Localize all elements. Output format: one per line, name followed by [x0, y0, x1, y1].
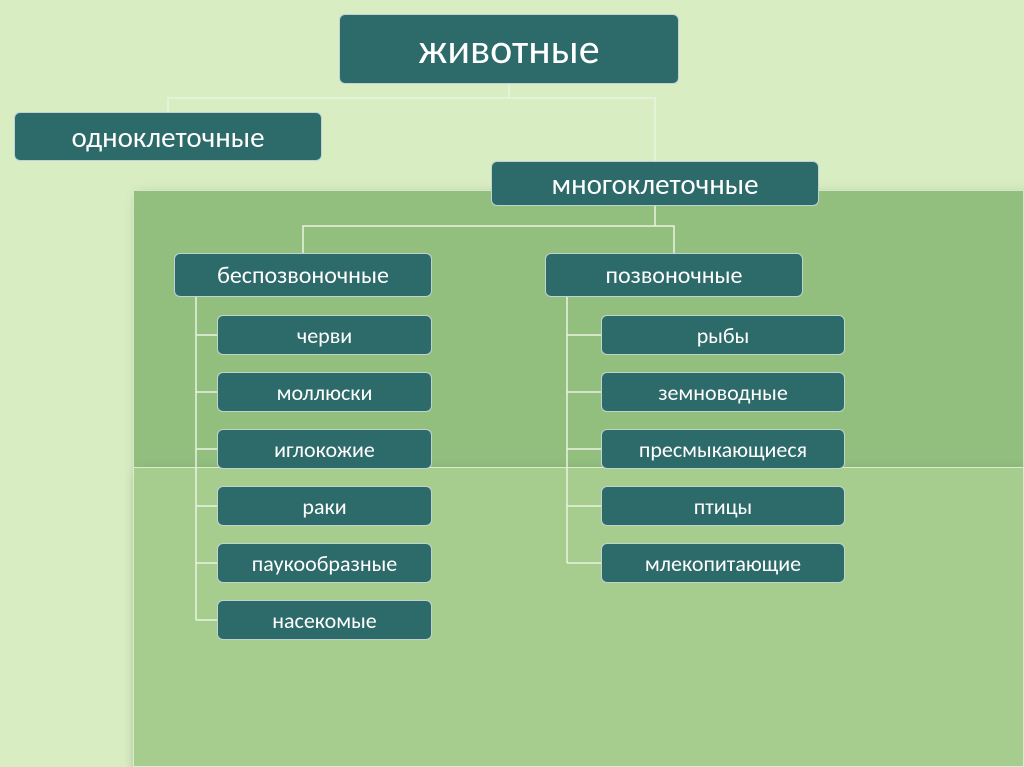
node-invertebrates: беспозвоночные: [174, 253, 432, 297]
node-vertebrates: позвоночные: [545, 253, 803, 297]
node-mammals: млекопитающие: [601, 543, 845, 583]
node-multicellular: многоклеточные: [491, 161, 819, 206]
node-worms: черви: [217, 315, 432, 355]
node-echinoderms: иглокожие: [217, 429, 432, 469]
node-arachnids: паукообразные: [217, 543, 432, 583]
node-fish: рыбы: [601, 315, 845, 355]
diagram-canvas: животные одноклеточные многоклеточные бе…: [0, 0, 1024, 767]
node-birds: птицы: [601, 486, 845, 526]
node-insects: насекомые: [217, 600, 432, 640]
node-root: животные: [339, 14, 679, 84]
node-reptiles: пресмыкающиеся: [601, 429, 845, 469]
node-crustaceans: раки: [217, 486, 432, 526]
node-mollusks: моллюски: [217, 372, 432, 412]
node-unicellular: одноклеточные: [14, 112, 322, 161]
node-amphibians: земноводные: [601, 372, 845, 412]
